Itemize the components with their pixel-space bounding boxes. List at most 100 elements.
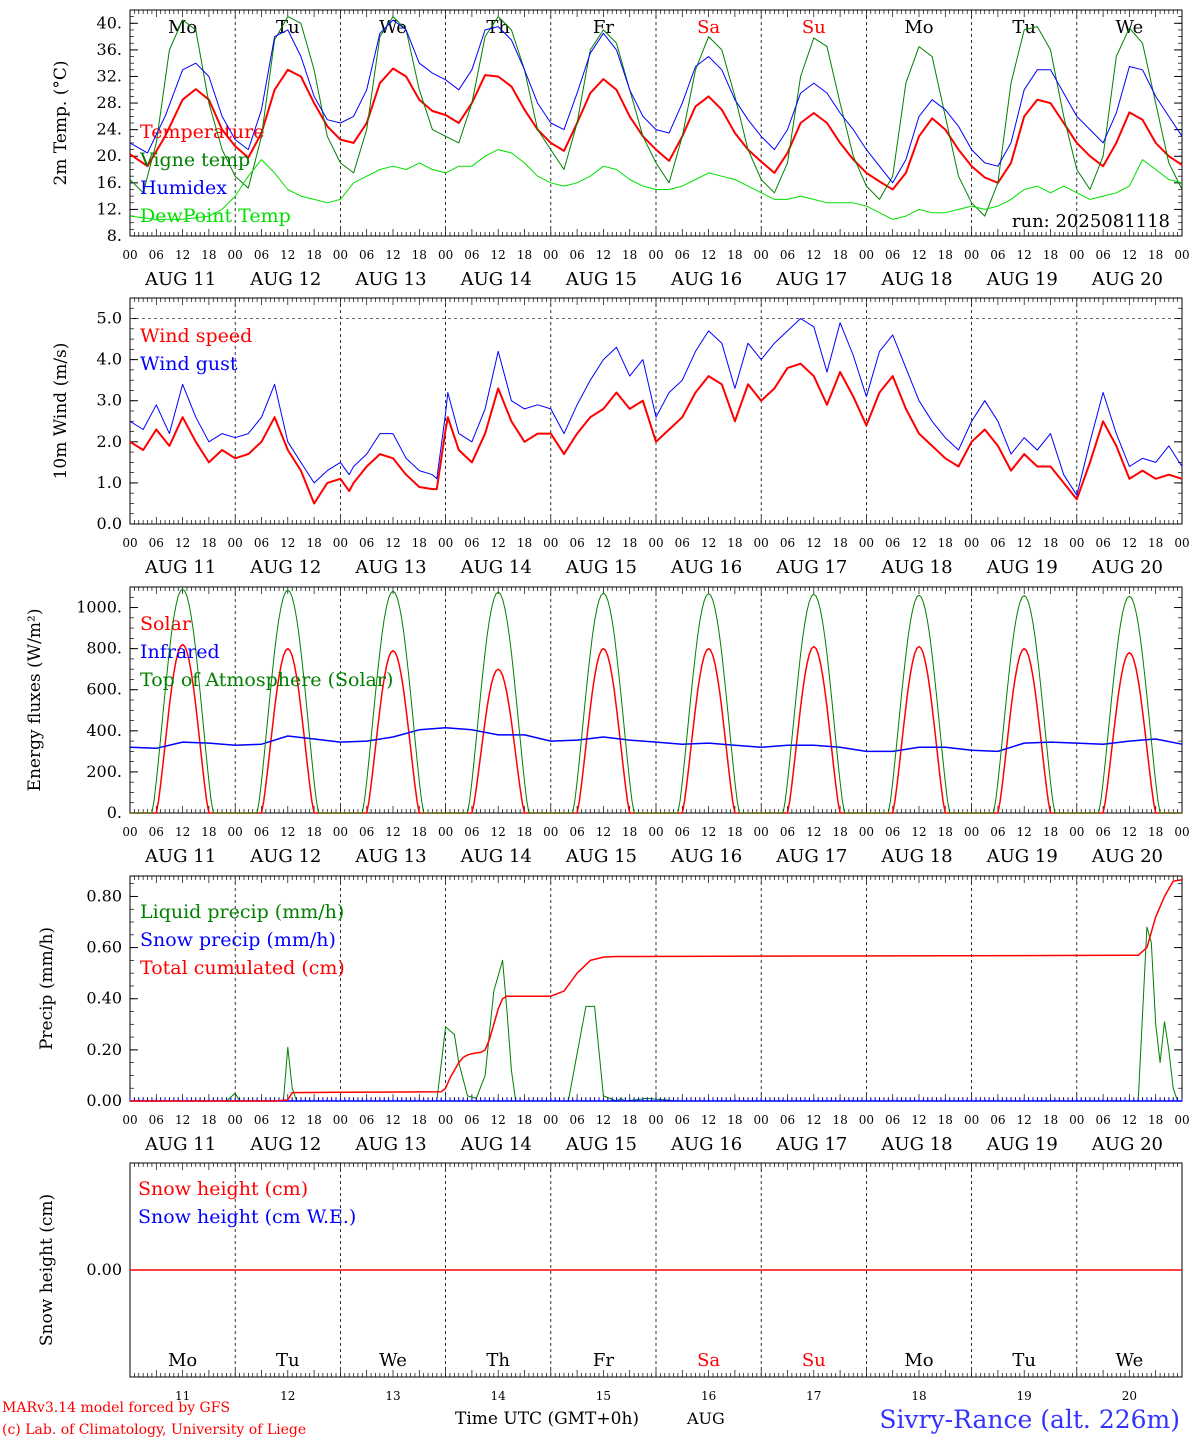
day-number-label: 18 <box>911 1389 926 1403</box>
x-date-label: AUG 14 <box>460 269 532 290</box>
day-of-week-label: Sa <box>697 1350 720 1371</box>
x-hour-label: 00 <box>333 248 348 262</box>
x-hour-label: 06 <box>149 1113 164 1127</box>
x-hour-label: 00 <box>648 825 663 839</box>
x-hour-label: 18 <box>832 825 847 839</box>
x-hour-label: 06 <box>569 1113 584 1127</box>
day-number-label: 14 <box>491 1389 507 1403</box>
y-tick-label: 20. <box>97 146 122 165</box>
x-date-label: AUG 16 <box>670 557 742 578</box>
x-hour-label: 12 <box>701 825 716 839</box>
run-annotation: run: 2025081118 <box>1012 211 1170 232</box>
series-line-3 <box>129 149 1183 220</box>
x-hour-label: 12 <box>385 248 400 262</box>
legend-entry: Vigne temp <box>139 149 250 171</box>
x-hour-label: 18 <box>832 248 847 262</box>
y-tick-label: 800. <box>86 639 122 658</box>
x-hour-label: 00 <box>754 1113 769 1127</box>
y-tick-label: 0.40 <box>86 989 122 1008</box>
wind-panel: 0.0 1.0 2.0 3.0 4.0 5.0 10m Wind (m/s) 00 06 12 18… <box>51 297 1190 578</box>
x-hour-label: 12 <box>911 1113 926 1127</box>
x-hour-label: 00 <box>228 536 243 550</box>
legend-entry: DewPoint Temp <box>140 205 291 227</box>
day-of-week-label: Mo <box>168 17 197 38</box>
legend-entry: Temperature <box>140 121 264 143</box>
x-hour-label: 18 <box>201 536 216 550</box>
y-tick-label: 16. <box>97 173 122 192</box>
x-hour-label: 00 <box>333 536 348 550</box>
x-hour-label: 18 <box>1148 536 1163 550</box>
x-date-label: AUG 15 <box>565 1134 637 1155</box>
legend-entry: Snow height (cm W.E.) <box>138 1206 356 1228</box>
x-hour-label: 12 <box>280 1113 295 1127</box>
y-axis-label: Energy fluxes (W/m²) <box>25 609 45 792</box>
day-of-week-label: We <box>1116 1350 1144 1371</box>
x-hour-label: 06 <box>359 1113 374 1127</box>
series-line-1 <box>129 318 1183 496</box>
x-hour-label: 06 <box>780 825 795 839</box>
y-tick-label: 32. <box>97 66 122 85</box>
y-tick-label: 3.0 <box>97 391 122 410</box>
x-hour-label: 00 <box>859 1113 874 1127</box>
y-tick-label: 200. <box>86 762 122 781</box>
y-tick-label: 400. <box>86 721 122 740</box>
x-hour-label: 00 <box>1069 825 1084 839</box>
x-hour-label: 06 <box>149 248 164 262</box>
x-date-label: AUG 12 <box>249 846 321 867</box>
x-hour-label: 06 <box>569 248 584 262</box>
x-hour-label: 00 <box>438 825 453 839</box>
x-date-label: AUG 20 <box>1091 846 1163 867</box>
y-tick-label: 600. <box>86 680 122 699</box>
x-hour-label: 12 <box>701 248 716 262</box>
x-hour-label: 00 <box>438 536 453 550</box>
series-line-0 <box>129 67 1183 191</box>
day-number-label: 13 <box>385 1389 400 1403</box>
x-hour-label: 06 <box>149 536 164 550</box>
x-hour-label: 12 <box>596 536 611 550</box>
day-of-week-label: Mo <box>168 1350 197 1371</box>
y-tick-label: 40. <box>97 13 122 32</box>
y-tick-label: 0.0 <box>97 514 122 533</box>
x-hour-label: 00 <box>543 1113 558 1127</box>
x-date-label: AUG 17 <box>775 846 847 867</box>
x-hour-label: 18 <box>1148 1113 1163 1127</box>
x-hour-label: 18 <box>727 536 742 550</box>
y-axis-label: Snow height (cm) <box>37 1194 57 1346</box>
x-hour-label: 12 <box>596 1113 611 1127</box>
day-of-week-label: Tu <box>1012 17 1036 38</box>
legend-entry: Humidex <box>140 177 227 199</box>
x-hour-label: 12 <box>385 1113 400 1127</box>
x-hour-label: 06 <box>675 536 690 550</box>
day-number-label: 19 <box>1017 1389 1032 1403</box>
legend-entry: Snow height (cm) <box>138 1178 308 1200</box>
y-tick-label: 0.20 <box>86 1040 122 1059</box>
x-hour-label: 06 <box>990 536 1005 550</box>
x-hour-label: 18 <box>201 248 216 262</box>
series-line-1 <box>129 16 1183 217</box>
x-hour-label: 12 <box>701 1113 716 1127</box>
series-line-2 <box>130 588 1182 814</box>
x-date-label: AUG 15 <box>565 846 637 867</box>
month-label: AUG <box>686 1409 725 1428</box>
y-tick-label: 0.80 <box>86 886 122 905</box>
x-hour-label: 06 <box>254 536 269 550</box>
x-hour-label: 00 <box>543 536 558 550</box>
x-hour-label: 12 <box>596 248 611 262</box>
x-hour-label: 18 <box>832 536 847 550</box>
series-line-1 <box>129 726 1183 753</box>
x-date-label: AUG 11 <box>144 557 216 578</box>
x-date-label: AUG 17 <box>775 557 847 578</box>
day-number-label: 15 <box>596 1389 611 1403</box>
x-hour-label: 12 <box>1017 1113 1032 1127</box>
day-of-week-label: Fr <box>593 17 614 38</box>
x-hour-label: 18 <box>1043 536 1058 550</box>
day-of-week-label: Su <box>802 17 826 38</box>
lab-credit: (c) Lab. of Climatology, University of L… <box>2 1422 306 1438</box>
x-hour-label: 12 <box>911 825 926 839</box>
day-of-week-label: Th <box>486 1350 510 1371</box>
x-hour-label: 00 <box>754 825 769 839</box>
day-of-week-label: Fr <box>593 1350 614 1371</box>
y-tick-label: 2.0 <box>97 432 122 451</box>
x-hour-label: 06 <box>885 1113 900 1127</box>
x-hour-label: 18 <box>1043 248 1058 262</box>
